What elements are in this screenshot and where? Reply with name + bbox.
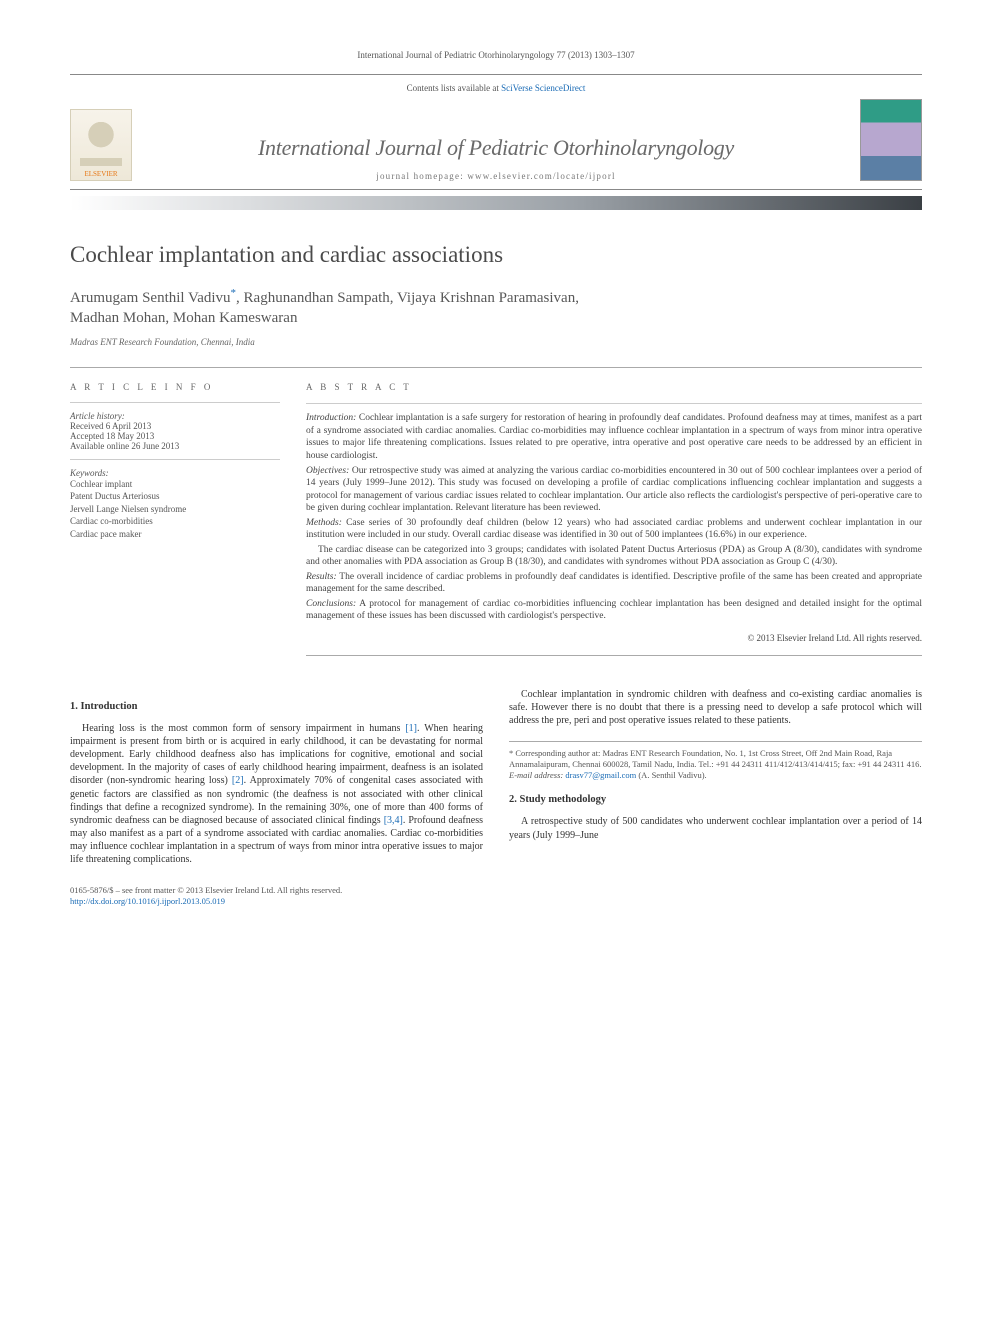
info-rule-2 <box>70 459 280 460</box>
article-info-heading: A R T I C L E I N F O <box>70 382 280 392</box>
history-label: Article history: <box>70 411 125 421</box>
elsevier-logo: ELSEVIER <box>70 109 132 181</box>
body-two-columns: 1. Introduction Hearing loss is the most… <box>70 688 922 867</box>
abs-obj-label: Objectives: <box>306 466 349 476</box>
keyword-3: Cardiac co-morbidities <box>70 515 280 528</box>
issn-line: 0165-5876/$ – see front matter © 2013 El… <box>70 885 922 896</box>
abstract-heading: A B S T R A C T <box>306 382 922 394</box>
author-1: Arumugam Senthil Vadivu <box>70 290 231 306</box>
abstract-methods-2: The cardiac disease can be categorized i… <box>306 544 922 569</box>
section-2-para-1: A retrospective study of 500 candidates … <box>509 815 922 841</box>
affiliation: Madras ENT Research Foundation, Chennai,… <box>70 337 922 347</box>
abs-meth-text: Case series of 30 profoundly deaf childr… <box>306 518 922 541</box>
abstract-methods: Methods: Case series of 30 profoundly de… <box>306 517 922 542</box>
abstract-conclusions: Conclusions: A protocol for management o… <box>306 598 922 623</box>
elsevier-logo-text: ELSEVIER <box>84 170 117 178</box>
page: International Journal of Pediatric Otorh… <box>0 0 992 947</box>
article-title: Cochlear implantation and cardiac associ… <box>70 242 922 268</box>
abs-res-label: Results: <box>306 572 337 582</box>
running-citation: International Journal of Pediatric Otorh… <box>70 50 922 60</box>
masthead-block: Contents lists available at SciVerse Sci… <box>70 74 922 190</box>
section-1-para-1: Hearing loss is the most common form of … <box>70 722 483 867</box>
sciencedirect-link[interactable]: SciVerse ScienceDirect <box>501 83 585 93</box>
footnote-text: Corresponding author at: Madras ENT Rese… <box>509 748 922 769</box>
abstract-copyright: © 2013 Elsevier Ireland Ltd. All rights … <box>306 633 922 645</box>
contents-line: Contents lists available at SciVerse Sci… <box>70 83 922 93</box>
journal-cover-thumbnail <box>860 99 922 181</box>
footnote-email-tail: (A. Senthil Vadivu). <box>636 770 706 780</box>
section-1-para-2: Cochlear implantation in syndromic child… <box>509 688 922 728</box>
abs-intro-label: Introduction: <box>306 413 356 423</box>
abstract-column: A B S T R A C T Introduction: Cochlear i… <box>306 382 922 656</box>
abstract-rule-top <box>306 403 922 404</box>
ref-1[interactable]: [1] <box>405 723 417 734</box>
elsevier-tree-icon <box>80 122 122 166</box>
abs-con-label: Conclusions: <box>306 599 356 609</box>
keyword-4: Cardiac pace maker <box>70 528 280 541</box>
bottom-meta: 0165-5876/$ – see front matter © 2013 El… <box>70 885 922 907</box>
info-abstract-row: A R T I C L E I N F O Article history: R… <box>70 367 922 656</box>
keyword-0: Cochlear implant <box>70 478 280 491</box>
s1p1a: Hearing loss is the most common form of … <box>82 723 405 734</box>
journal-homepage: journal homepage: www.elsevier.com/locat… <box>144 171 848 181</box>
history-received: Received 6 April 2013 <box>70 421 280 431</box>
ref-3-4[interactable]: [3,4] <box>384 815 403 826</box>
abs-intro-text: Cochlear implantation is a safe surgery … <box>306 413 922 461</box>
contents-prefix: Contents lists available at <box>407 83 501 93</box>
abs-meth-label: Methods: <box>306 518 342 528</box>
section-1-heading: 1. Introduction <box>70 700 483 714</box>
ref-2[interactable]: [2] <box>232 775 244 786</box>
gradient-divider <box>70 196 922 210</box>
footnote-line-1: * Corresponding author at: Madras ENT Re… <box>509 748 922 770</box>
keywords-label: Keywords: <box>70 468 109 478</box>
abs-con-text: A protocol for management of cardiac co-… <box>306 599 922 622</box>
info-rule-1 <box>70 402 280 403</box>
history-accepted: Accepted 18 May 2013 <box>70 431 280 441</box>
footnote-email-label: E-mail address: <box>509 770 565 780</box>
corresponding-footnote: * Corresponding author at: Madras ENT Re… <box>509 741 922 781</box>
abstract-results: Results: The overall incidence of cardia… <box>306 571 922 596</box>
history-online: Available online 26 June 2013 <box>70 441 280 451</box>
abstract-rule-bottom <box>306 655 922 656</box>
section-2-heading: 2. Study methodology <box>509 793 922 807</box>
footnote-email-link[interactable]: drasv77@gmail.com <box>565 770 636 780</box>
keyword-1: Patent Ductus Arteriosus <box>70 490 280 503</box>
masthead-row: ELSEVIER International Journal of Pediat… <box>70 99 922 189</box>
journal-title: International Journal of Pediatric Otorh… <box>144 135 848 161</box>
authors-rest-1: , Raghunandhan Sampath, Vijaya Krishnan … <box>236 290 579 306</box>
authors-block: Arumugam Senthil Vadivu*, Raghunandhan S… <box>70 286 922 329</box>
authors-line-2: Madhan Mohan, Mohan Kameswaran <box>70 310 297 326</box>
abs-res-text: The overall incidence of cardiac problem… <box>306 572 922 595</box>
doi-link[interactable]: http://dx.doi.org/10.1016/j.ijporl.2013.… <box>70 896 225 906</box>
keyword-2: Jervell Lange Nielsen syndrome <box>70 503 280 516</box>
abstract-intro: Introduction: Cochlear implantation is a… <box>306 412 922 462</box>
abstract-objectives: Objectives: Our retrospective study was … <box>306 465 922 515</box>
journal-title-block: International Journal of Pediatric Otorh… <box>144 135 848 181</box>
abs-obj-text: Our retrospective study was aimed at ana… <box>306 466 922 514</box>
footnote-email-line: E-mail address: drasv77@gmail.com (A. Se… <box>509 770 922 781</box>
article-info-column: A R T I C L E I N F O Article history: R… <box>70 382 280 656</box>
